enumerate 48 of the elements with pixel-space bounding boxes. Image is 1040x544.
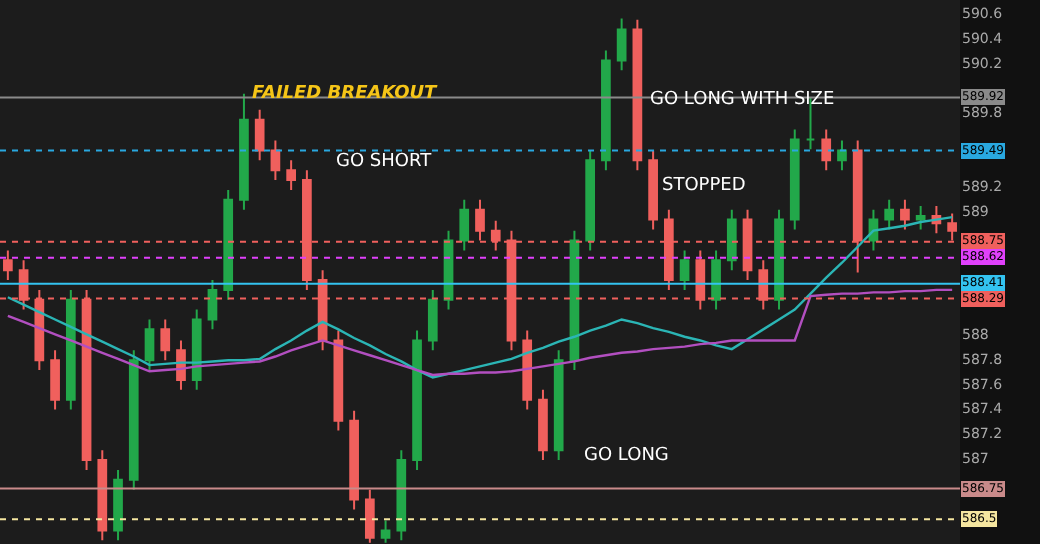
candlestick (65, 288, 76, 411)
candlestick (144, 318, 155, 372)
candlestick (128, 349, 139, 491)
candlestick (412, 329, 422, 471)
candlestick (789, 128, 800, 231)
candlestick (632, 18, 643, 172)
candlestick (97, 449, 108, 542)
line-series (6, 215, 954, 379)
candlestick (821, 128, 832, 172)
candlestick (50, 349, 60, 411)
annotation: STOPPED (662, 176, 746, 196)
candlestick (270, 139, 281, 182)
candlestick (380, 519, 391, 544)
candlestick (396, 449, 407, 542)
candlestick (522, 329, 533, 411)
line-series (6, 288, 954, 377)
candlestick (679, 249, 690, 291)
candlestick (726, 208, 737, 272)
candlestick (553, 349, 564, 462)
candlestick (711, 249, 721, 311)
annotation: GO SHORT (336, 152, 433, 172)
annotation: FAILED BREAKOUT (252, 84, 439, 104)
annotation: GO LONG (584, 446, 669, 466)
candlestick (223, 188, 234, 301)
candlestick (837, 139, 847, 172)
candlestick (239, 92, 249, 211)
candlestick (191, 308, 202, 391)
candlestick (160, 318, 171, 362)
candlestick (648, 149, 658, 231)
candlestick (349, 409, 359, 511)
candlestick (915, 205, 926, 231)
candlestick (3, 249, 13, 282)
candlestick (585, 149, 596, 252)
candlestick (286, 159, 296, 191)
candlestick (616, 17, 627, 72)
candlestick (207, 279, 218, 331)
candlestick (364, 488, 375, 544)
candlestick (427, 288, 438, 352)
candlestick (900, 198, 910, 231)
candlestick (774, 208, 784, 311)
candlestick (333, 329, 344, 432)
candlestick (884, 198, 895, 231)
candlestick (254, 108, 265, 162)
candlestick (113, 468, 123, 542)
candlestick (601, 49, 611, 172)
annotation: GO LONG WITH SIZE (650, 90, 835, 110)
candlestick (538, 388, 548, 462)
candlestick (459, 198, 470, 252)
